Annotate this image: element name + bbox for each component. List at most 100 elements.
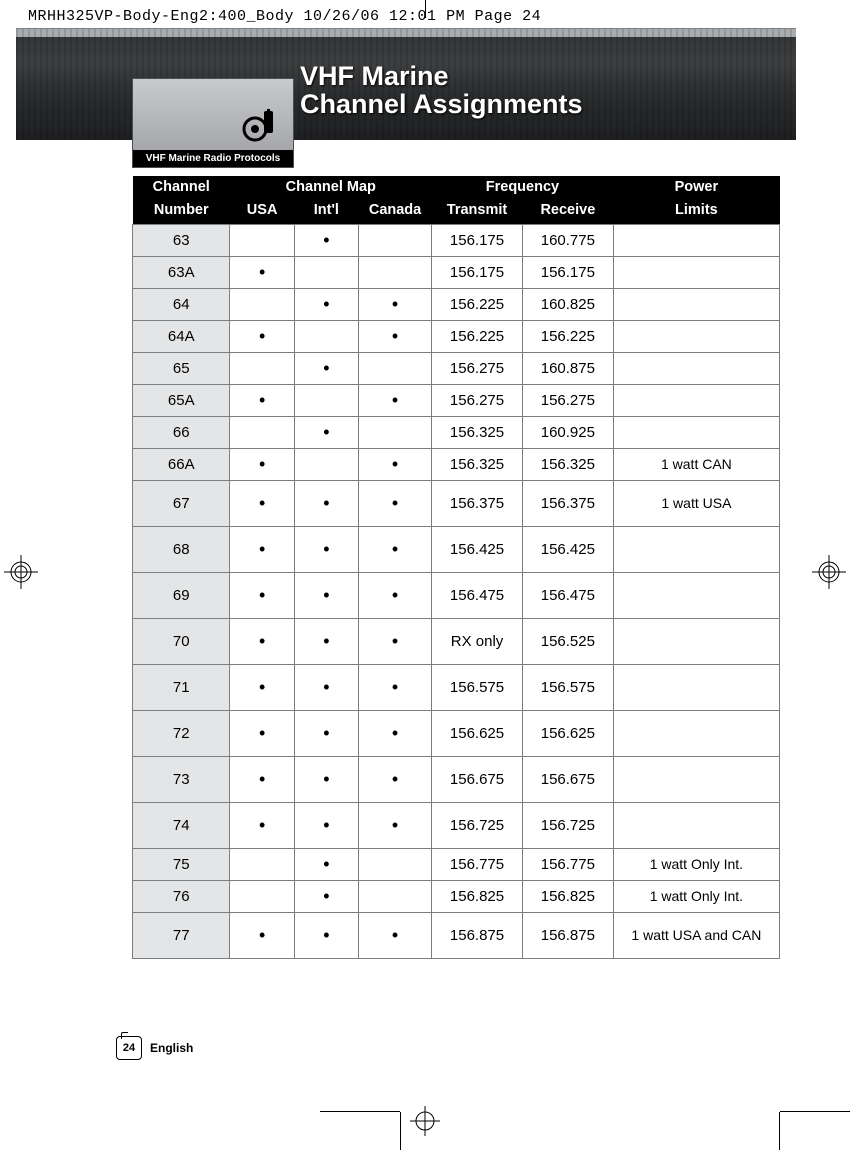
- bullet-icon: [323, 772, 329, 789]
- cell-usa: [230, 848, 294, 880]
- cell-intl: [294, 384, 358, 416]
- bullet-icon: [323, 542, 329, 559]
- cell-receive: 160.925: [522, 416, 613, 448]
- crop-mark-br: [780, 1111, 850, 1112]
- section-badge: VHF Marine Radio Protocols: [132, 78, 294, 168]
- cell-intl: [294, 848, 358, 880]
- cell-intl: [294, 256, 358, 288]
- cell-transmit: 156.575: [432, 664, 523, 710]
- table-row: 63 156.175160.775: [133, 224, 780, 256]
- hdr-canada: Canada: [358, 199, 431, 224]
- bullet-icon: [392, 496, 398, 513]
- cell-receive: 156.825: [522, 880, 613, 912]
- bullet-icon: [323, 889, 329, 906]
- cell-intl: [294, 320, 358, 352]
- cell-canada: [358, 352, 431, 384]
- cell-channel: 66A: [133, 448, 230, 480]
- table-row: 64A156.225156.225: [133, 320, 780, 352]
- bullet-icon: [259, 726, 265, 743]
- cell-channel: 67: [133, 480, 230, 526]
- bullet-icon: [259, 393, 265, 410]
- cell-canada: [358, 710, 431, 756]
- page-number-box: 24: [116, 1036, 142, 1060]
- cell-usa: [230, 710, 294, 756]
- cell-usa: [230, 352, 294, 384]
- crop-mark-blv: [400, 1112, 401, 1150]
- cell-receive: 156.625: [522, 710, 613, 756]
- hdr-power-top: Power: [613, 176, 779, 199]
- cell-intl: [294, 416, 358, 448]
- cell-channel: 71: [133, 664, 230, 710]
- bullet-icon: [259, 496, 265, 513]
- cell-receive: 160.775: [522, 224, 613, 256]
- bullet-icon: [392, 772, 398, 789]
- bullet-icon: [392, 928, 398, 945]
- bullet-icon: [392, 457, 398, 474]
- page-number: 24: [123, 1042, 135, 1054]
- bullet-icon: [259, 457, 265, 474]
- cell-power: [613, 618, 779, 664]
- page-title: VHF Marine Channel Assignments: [300, 62, 583, 119]
- cell-intl: [294, 802, 358, 848]
- crop-mark-bl: [320, 1111, 400, 1112]
- table-row: 75156.775156.7751 watt Only Int.: [133, 848, 780, 880]
- cell-intl: [294, 480, 358, 526]
- cell-canada: [358, 756, 431, 802]
- table-row: 66156.325160.925: [133, 416, 780, 448]
- table-row: 65A156.275156.275: [133, 384, 780, 416]
- cell-power: 1 watt USA: [613, 480, 779, 526]
- cell-intl: [294, 526, 358, 572]
- cell-canada: [358, 288, 431, 320]
- cell-transmit: 156.175: [432, 224, 523, 256]
- cell-channel: 72: [133, 710, 230, 756]
- cell-transmit: 156.375: [432, 480, 523, 526]
- cell-channel: 73: [133, 756, 230, 802]
- cell-channel: 63: [133, 224, 230, 256]
- bullet-icon: [259, 329, 265, 346]
- bullet-icon: [392, 634, 398, 651]
- title-line-1: VHF Marine: [300, 62, 583, 90]
- bullet-icon: [323, 634, 329, 651]
- table-row: 70RX only156.525: [133, 618, 780, 664]
- cell-power: [613, 710, 779, 756]
- bullet-icon: [392, 680, 398, 697]
- bullet-icon: [259, 588, 265, 605]
- table-row: 68156.425156.425: [133, 526, 780, 572]
- bullet-icon: [323, 588, 329, 605]
- cell-canada: [358, 526, 431, 572]
- cell-transmit: 156.175: [432, 256, 523, 288]
- cell-receive: 156.725: [522, 802, 613, 848]
- registration-mark-left: [4, 555, 38, 589]
- cell-intl: [294, 664, 358, 710]
- cell-channel: 69: [133, 572, 230, 618]
- bullet-icon: [259, 634, 265, 651]
- bullet-icon: [323, 680, 329, 697]
- table-row: 74156.725156.725: [133, 802, 780, 848]
- cell-channel: 65: [133, 352, 230, 384]
- cell-usa: [230, 802, 294, 848]
- badge-label: VHF Marine Radio Protocols: [133, 150, 293, 167]
- banner: VHF Marine Channel Assignments VHF Marin…: [16, 28, 796, 140]
- cell-receive: 156.375: [522, 480, 613, 526]
- bullet-icon: [259, 265, 265, 282]
- table-row: 64156.225160.825: [133, 288, 780, 320]
- cell-channel: 65A: [133, 384, 230, 416]
- cell-receive: 160.875: [522, 352, 613, 384]
- cell-receive: 156.575: [522, 664, 613, 710]
- cell-transmit: 156.725: [432, 802, 523, 848]
- bullet-icon: [323, 361, 329, 378]
- cell-channel: 75: [133, 848, 230, 880]
- cell-receive: 156.175: [522, 256, 613, 288]
- bullet-icon: [392, 542, 398, 559]
- cell-channel: 63A: [133, 256, 230, 288]
- cell-power: 1 watt Only Int.: [613, 880, 779, 912]
- cell-power: [613, 256, 779, 288]
- cell-channel: 70: [133, 618, 230, 664]
- cell-power: 1 watt USA and CAN: [613, 912, 779, 958]
- cell-canada: [358, 664, 431, 710]
- cell-receive: 156.675: [522, 756, 613, 802]
- cell-usa: [230, 526, 294, 572]
- crop-mark-brv: [779, 1112, 780, 1150]
- bullet-icon: [323, 233, 329, 250]
- cell-power: [613, 802, 779, 848]
